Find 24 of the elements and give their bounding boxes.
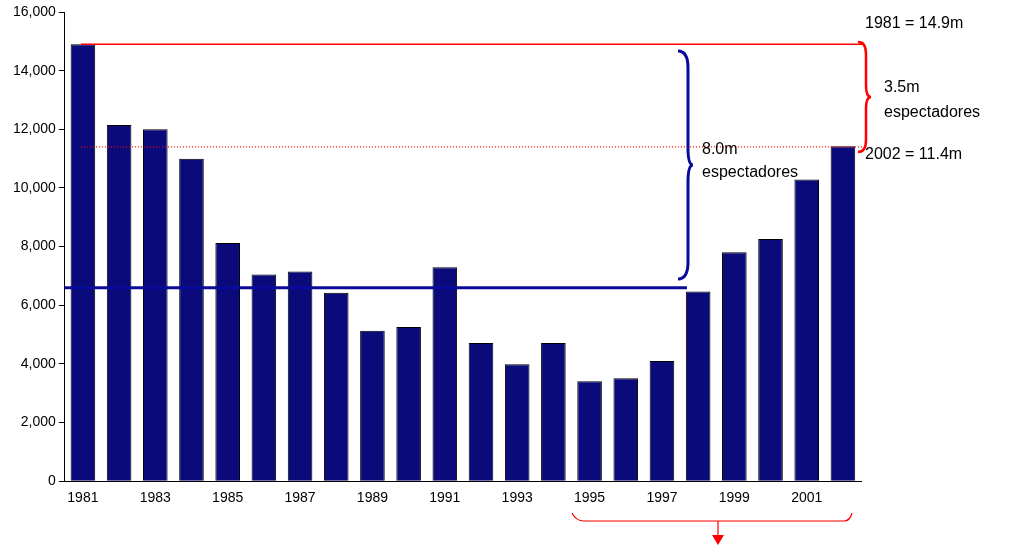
x-tick-label: 1987 (284, 489, 316, 506)
ref-line-label: 2002 = 11.4m (865, 145, 963, 163)
y-tick-label: 12,000 (12, 120, 57, 137)
y-tick-label: 2,000 (20, 413, 57, 430)
y-tick-label: 10,000 (12, 178, 57, 195)
y-tick-label: 16,000 (12, 2, 57, 19)
y-tick-label: 4,000 (20, 354, 57, 371)
x-tick-label: 1981 (67, 489, 99, 506)
x-tick-label: 1997 (646, 489, 678, 506)
x-tick-label: 1985 (212, 489, 244, 506)
annotation: 8.0m espectadores (702, 140, 799, 181)
x-tick-label: 1989 (356, 489, 389, 506)
x-tick-label: 2001 (791, 489, 823, 506)
x-tick-label: 1993 (501, 489, 533, 506)
y-tick-label: 0 (48, 472, 57, 489)
x-tick-label: 1991 (429, 489, 461, 506)
x-tick-label: 1999 (718, 489, 751, 506)
ref-line-label: 1981 = 14.9m (865, 13, 964, 31)
x-tick-label: 1995 (574, 489, 606, 506)
y-tick-label: 6,000 (20, 296, 57, 313)
x-tick-label: 1983 (139, 489, 172, 506)
y-tick-label: 8,000 (20, 237, 57, 254)
text: 3.5m espectadores (884, 78, 981, 121)
y-tick-label: 14,000 (12, 61, 57, 78)
